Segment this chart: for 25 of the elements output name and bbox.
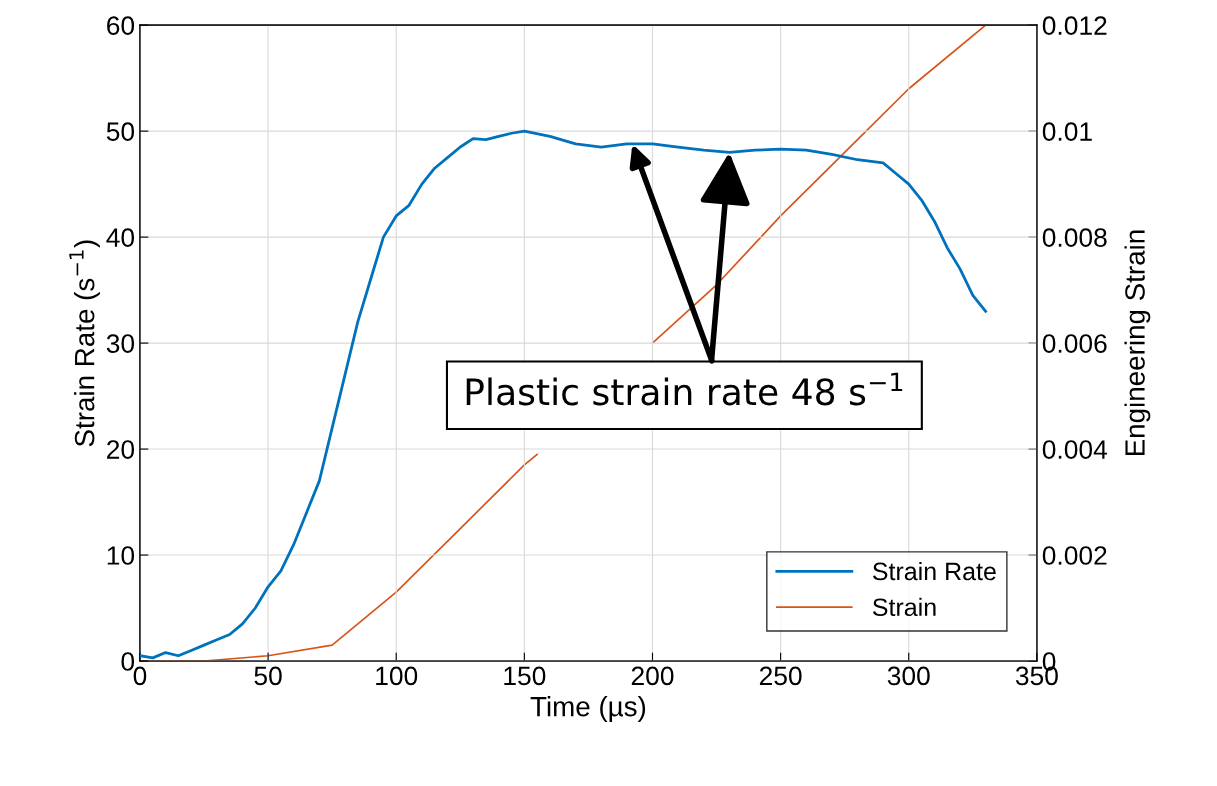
x-tick-label: 50: [254, 666, 282, 686]
y2-tick-label: 0.002: [1042, 546, 1107, 565]
y-axis-title: Strain Rate (s$^{−1}$): [69, 240, 100, 447]
y2-tick-label: 0.004: [1042, 440, 1108, 459]
y-tick-label: 60: [107, 16, 135, 35]
x-tick-label: 150: [504, 666, 546, 686]
annotation: Plastic strain rate 48 s$^{−1}$: [466, 372, 903, 406]
y-tick-label: 50: [106, 122, 135, 141]
legend-label: Strain Rate: [872, 561, 996, 581]
y2-tick-label: 0.008: [1042, 228, 1107, 247]
x-tick-label: 300: [887, 666, 930, 686]
y-tick-label: 20: [107, 440, 135, 459]
legend-label: Strain: [872, 597, 936, 617]
y2-tick-label: 0.006: [1042, 334, 1107, 353]
y-tick-label: 0: [121, 652, 135, 671]
x-tick-label: 100: [376, 666, 418, 686]
y-tick-label: 40: [106, 228, 135, 247]
x-tick-label: 200: [631, 666, 674, 686]
y-tick-label: 10: [107, 546, 135, 565]
y2-axis-title: Engineering Strain: [1124, 230, 1151, 456]
x-tick-label: 250: [759, 666, 802, 686]
x-axis-title: Time (µs): [530, 696, 646, 722]
y2-tick-label: 0.01: [1042, 122, 1092, 141]
y2-tick-label: 0.012: [1042, 16, 1107, 35]
y-tick-label: 30: [106, 334, 135, 353]
